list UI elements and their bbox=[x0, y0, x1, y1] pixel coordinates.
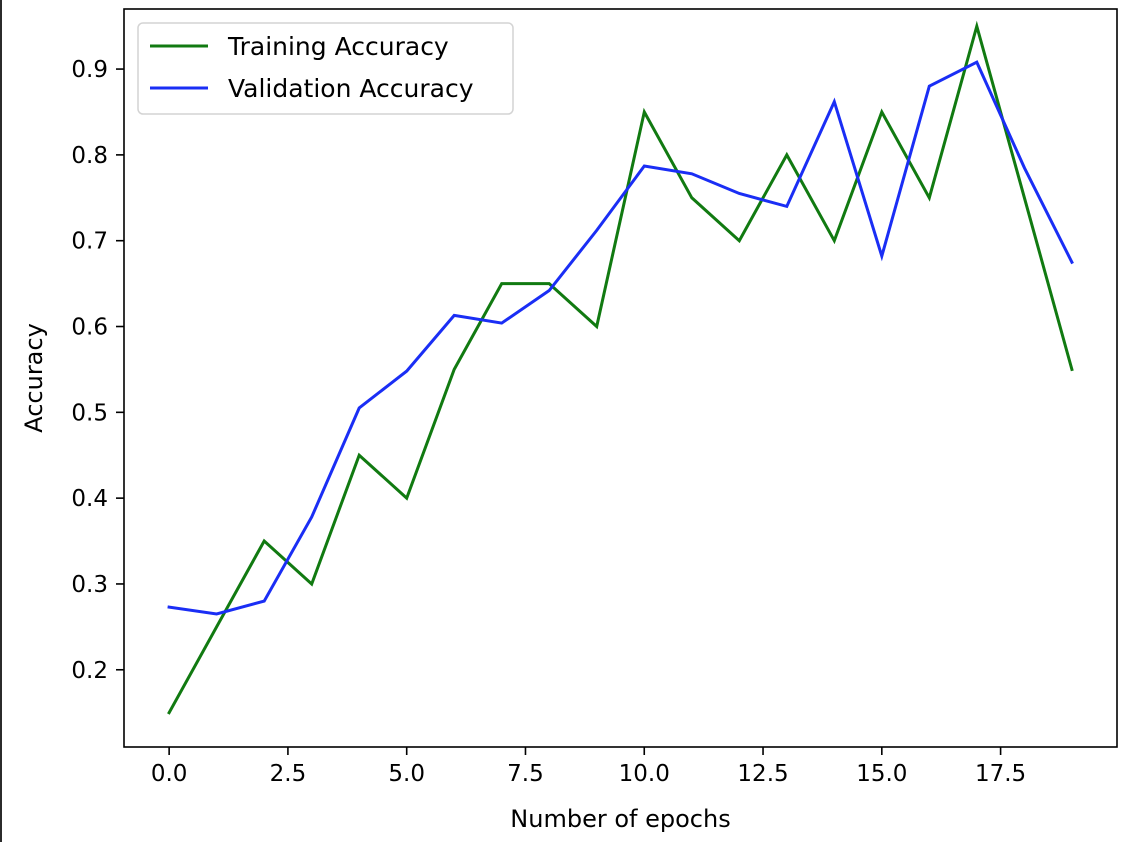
x-tick-label: 10.0 bbox=[619, 761, 670, 787]
series-line-training-accuracy bbox=[167, 20, 1074, 715]
y-tick-label: 0.3 bbox=[71, 572, 108, 598]
y-axis: 0.2 0.3 0.4 0.5 0.6 0.7 0.8 0.9 bbox=[71, 57, 124, 684]
x-tick-label: 12.5 bbox=[737, 761, 788, 787]
legend-label: Validation Accuracy bbox=[228, 74, 474, 103]
y-tick-label: 0.7 bbox=[71, 229, 108, 255]
y-tick-label: 0.5 bbox=[71, 400, 108, 426]
legend: Training Accuracy Validation Accuracy bbox=[137, 22, 514, 115]
y-tick-label: 0.9 bbox=[71, 57, 108, 83]
x-axis: 0.0 2.5 5.0 7.5 10.0 12.5 15.0 17.5 bbox=[151, 747, 1026, 787]
series-line-validation-accuracy bbox=[167, 60, 1074, 616]
legend-box bbox=[137, 22, 514, 115]
y-axis-label: Accuracy bbox=[20, 323, 48, 433]
x-tick-label: 5.0 bbox=[388, 761, 425, 787]
x-tick-label: 0.0 bbox=[151, 761, 188, 787]
y-tick-label: 0.4 bbox=[71, 486, 108, 512]
y-tick-label: 0.6 bbox=[71, 315, 108, 341]
x-tick-label: 2.5 bbox=[270, 761, 307, 787]
y-tick-label: 0.8 bbox=[71, 143, 108, 169]
legend-label: Training Accuracy bbox=[227, 32, 449, 61]
plot-lines bbox=[167, 20, 1074, 715]
plot-frame bbox=[123, 8, 1118, 748]
x-tick-label: 15.0 bbox=[856, 761, 907, 787]
x-tick-label: 7.5 bbox=[507, 761, 544, 787]
x-tick-label: 17.5 bbox=[975, 761, 1026, 787]
y-tick-label: 0.2 bbox=[71, 658, 108, 684]
window-edge bbox=[0, 0, 2, 842]
x-axis-label: Number of epochs bbox=[510, 805, 730, 833]
